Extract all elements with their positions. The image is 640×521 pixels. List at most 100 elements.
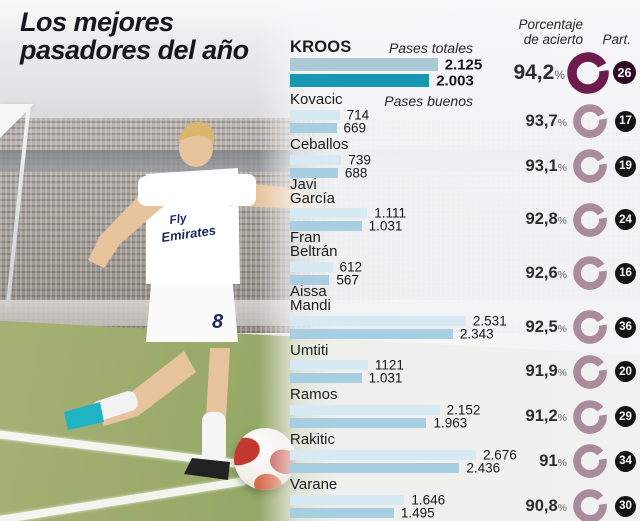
participation-badge: 17	[615, 110, 636, 132]
player-name: Javi García	[290, 175, 336, 207]
title-line1: Los mejores	[20, 7, 174, 37]
good-passes-bar: 567	[290, 272, 359, 287]
player-row: Kovacic Pases buenos 714 669 93,7% 17	[290, 91, 636, 139]
total-value: 1121	[374, 357, 404, 373]
good-passes-bar: 2.003	[290, 72, 474, 89]
player-row: Aissa Mandi 2.531 2.343 92,5% 36	[290, 284, 636, 344]
total-value: 2.125	[444, 56, 483, 74]
good-passes-bar: 1.495	[290, 505, 435, 520]
good-passes-bar: 1.963	[290, 416, 467, 431]
player-name: KROOS	[290, 38, 352, 56]
total-passes-bar: 2.531	[290, 313, 507, 328]
accuracy-value: 94,2%	[513, 60, 565, 84]
participation-badge: 24	[615, 209, 636, 231]
good-value: 669	[343, 120, 367, 136]
good-passes-bar: 2.436	[290, 460, 500, 475]
player-row: KROOS Pases totales 2.125 2.003 94,2% 26	[290, 38, 636, 94]
player-name: Ramos	[290, 386, 338, 404]
good-passes-bar: 2.343	[290, 326, 494, 341]
total-value: 2.676	[483, 447, 517, 463]
stats-cluster: 93,1% 19	[507, 149, 636, 184]
stats-cluster: 91% 34	[507, 444, 636, 479]
accuracy-value: 90,8%	[525, 496, 567, 515]
accuracy-donut-icon	[567, 355, 613, 389]
bars: 714 669	[290, 107, 636, 135]
accuracy-value: 93,7%	[525, 111, 567, 130]
participation-badge: 16	[615, 262, 636, 284]
stats-cluster: 91,9% 20	[507, 355, 636, 389]
good-value: 1.031	[368, 370, 403, 386]
bars: 2.125 2.003	[290, 56, 636, 89]
page-title: Los mejores pasadores del año	[20, 8, 249, 64]
player-name: Kovacic	[290, 91, 343, 109]
player-name: Ceballos	[290, 135, 349, 153]
participation-badge: 20	[615, 361, 636, 383]
accuracy-value: 92,6%	[525, 263, 567, 282]
participation-badge: 29	[615, 406, 636, 428]
total-passes-bar: 1.646	[290, 492, 445, 507]
bars: 739 688	[290, 152, 636, 180]
good-passes-bar: 1.031	[290, 219, 402, 234]
accuracy-donut-icon	[567, 444, 613, 479]
total-value: 612	[339, 259, 363, 275]
column-headers: Porcentaje de acierto Part.	[491, 17, 634, 48]
player-row: Ceballos 739 688 93,1% 19	[290, 135, 636, 184]
total-value: 1.111	[374, 205, 406, 221]
bars: 1121 1.031	[290, 357, 636, 386]
total-passes-bar: 739	[290, 152, 371, 167]
player-name: Varane	[290, 475, 338, 493]
accuracy-value: 93,1%	[525, 156, 567, 175]
bars: 1.646 1.495	[290, 492, 636, 520]
good-passes-bar: 669	[290, 120, 366, 135]
total-passes-bar: 1.111	[290, 206, 406, 221]
total-value: 2.531	[472, 313, 507, 329]
top-wash	[0, 0, 640, 34]
total-passes-bar: 2.152	[290, 403, 480, 418]
accuracy-value: 92,5%	[525, 317, 567, 336]
good-value: 1.031	[368, 218, 403, 234]
accuracy-header: Porcentaje de acierto	[491, 17, 583, 47]
stats-cluster: 92,8% 24	[507, 203, 636, 237]
chart-rows: KROOS Pases totales 2.125 2.003 94,2% 26…	[290, 38, 636, 521]
passers-chart: Porcentaje de acierto Part. KROOS Pases …	[290, 17, 636, 521]
bars: 2.531 2.343	[290, 313, 636, 341]
good-value: 2.436	[466, 460, 501, 476]
player-row: Javi García 1.111 1.031 92,8% 24	[290, 175, 636, 237]
accuracy-header-line2: de acierto	[523, 31, 583, 47]
stats-cluster: 91,2% 29	[507, 399, 636, 434]
participation-badge: 19	[615, 155, 636, 177]
accuracy-value: 91,9%	[525, 362, 567, 381]
accuracy-donut-icon	[567, 104, 613, 139]
accuracy-donut-icon	[567, 203, 613, 237]
good-passes-bar: 688	[290, 165, 367, 180]
total-value: 2.152	[446, 402, 481, 418]
player-row: Ramos 2.152 1.963 91,2% 29	[290, 386, 636, 434]
player-row: Umtiti 1121 1.031 91,9% 20	[290, 343, 636, 389]
accuracy-header-line1: Porcentaje	[518, 17, 583, 32]
bars: 2.676 2.436	[290, 447, 636, 475]
player-name: Fran Beltrán	[290, 229, 338, 261]
accuracy-value: 91%	[539, 451, 567, 470]
good-value: 2.003	[436, 72, 474, 90]
bars: 2.152 1.963	[290, 403, 636, 431]
stats-cluster: 92,6% 16	[507, 256, 636, 291]
good-value: 567	[336, 272, 359, 288]
accuracy-value: 92,8%	[525, 210, 567, 229]
player-row: Fran Beltrán 612 567 92,6% 16	[290, 229, 636, 291]
good-value: 688	[344, 165, 368, 181]
series-label: Pases totales	[388, 40, 473, 56]
participation-badge: 36	[615, 316, 636, 338]
participation-header: Part.	[602, 32, 631, 48]
participation-badge: 34	[615, 450, 636, 472]
accuracy-donut-icon	[565, 51, 611, 94]
total-value: 714	[346, 107, 370, 123]
total-value: 1.646	[411, 492, 446, 508]
total-value: 739	[348, 152, 371, 168]
accuracy-value: 91,2%	[525, 407, 567, 426]
stats-cluster: 94,2% 26	[505, 51, 636, 94]
total-passes-bar: 612	[290, 259, 362, 274]
player-name: Rakitic	[290, 431, 336, 449]
accuracy-donut-icon	[567, 310, 613, 344]
total-passes-bar: 2.676	[290, 447, 517, 462]
good-value: 1.495	[400, 505, 435, 521]
